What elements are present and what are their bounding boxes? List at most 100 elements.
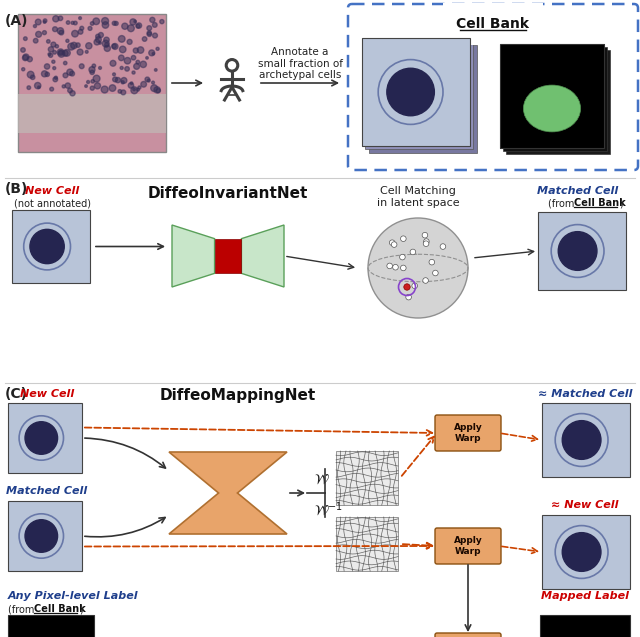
Circle shape bbox=[138, 47, 144, 54]
Circle shape bbox=[112, 44, 116, 48]
Circle shape bbox=[105, 43, 109, 47]
Circle shape bbox=[154, 69, 157, 71]
Circle shape bbox=[125, 67, 129, 71]
Circle shape bbox=[70, 90, 75, 96]
Text: Cell Bank: Cell Bank bbox=[456, 17, 529, 31]
Bar bbox=[542, 403, 630, 477]
Bar bbox=[12, 210, 90, 283]
Circle shape bbox=[45, 72, 49, 76]
Circle shape bbox=[133, 48, 138, 53]
Circle shape bbox=[35, 82, 41, 89]
Circle shape bbox=[62, 85, 65, 88]
Circle shape bbox=[59, 50, 63, 54]
Circle shape bbox=[440, 244, 445, 249]
Circle shape bbox=[147, 79, 150, 82]
Circle shape bbox=[389, 240, 395, 245]
Bar bbox=[18, 94, 166, 132]
Circle shape bbox=[70, 71, 74, 76]
Circle shape bbox=[134, 20, 136, 23]
Circle shape bbox=[80, 26, 84, 30]
Circle shape bbox=[57, 27, 63, 34]
Circle shape bbox=[85, 50, 88, 54]
Circle shape bbox=[132, 88, 136, 90]
Circle shape bbox=[387, 263, 392, 269]
Circle shape bbox=[422, 233, 428, 238]
Circle shape bbox=[79, 64, 84, 69]
Text: $\mathcal{W}^{-1}$: $\mathcal{W}^{-1}$ bbox=[314, 501, 343, 519]
Circle shape bbox=[70, 42, 77, 48]
Circle shape bbox=[93, 18, 100, 25]
Circle shape bbox=[423, 278, 428, 283]
Circle shape bbox=[22, 68, 25, 71]
Circle shape bbox=[71, 21, 74, 24]
Circle shape bbox=[112, 43, 118, 50]
Bar bbox=[503, 47, 607, 151]
Circle shape bbox=[48, 53, 51, 55]
Text: DiffeoInvariantNet: DiffeoInvariantNet bbox=[148, 186, 308, 201]
Circle shape bbox=[94, 39, 100, 45]
Circle shape bbox=[113, 73, 115, 76]
Text: (from: (from bbox=[8, 604, 38, 614]
Polygon shape bbox=[169, 452, 287, 534]
Text: DiffeoMappingNet: DiffeoMappingNet bbox=[160, 388, 316, 403]
Circle shape bbox=[25, 422, 58, 454]
Text: ): ) bbox=[79, 604, 83, 614]
Circle shape bbox=[429, 259, 435, 265]
Circle shape bbox=[101, 86, 108, 93]
Circle shape bbox=[77, 49, 83, 55]
Bar bbox=[540, 615, 630, 637]
Circle shape bbox=[51, 42, 56, 47]
Circle shape bbox=[67, 21, 70, 24]
Circle shape bbox=[52, 67, 56, 69]
Circle shape bbox=[63, 61, 67, 65]
Circle shape bbox=[58, 49, 64, 55]
Circle shape bbox=[147, 31, 152, 35]
Circle shape bbox=[134, 64, 140, 69]
Circle shape bbox=[150, 85, 157, 92]
Circle shape bbox=[130, 82, 132, 85]
Circle shape bbox=[54, 76, 58, 79]
Circle shape bbox=[33, 24, 36, 27]
Circle shape bbox=[25, 520, 58, 552]
Bar bbox=[538, 212, 626, 290]
Circle shape bbox=[52, 50, 56, 54]
Circle shape bbox=[138, 86, 141, 89]
Circle shape bbox=[93, 75, 100, 82]
Circle shape bbox=[44, 21, 46, 24]
Circle shape bbox=[136, 88, 140, 91]
Polygon shape bbox=[241, 225, 284, 287]
Circle shape bbox=[399, 254, 405, 260]
Circle shape bbox=[95, 37, 101, 43]
Circle shape bbox=[63, 50, 70, 56]
Circle shape bbox=[35, 19, 41, 25]
Bar bbox=[8, 615, 94, 637]
Circle shape bbox=[404, 284, 410, 290]
Circle shape bbox=[30, 229, 64, 264]
Circle shape bbox=[424, 239, 429, 245]
Circle shape bbox=[401, 265, 406, 271]
Circle shape bbox=[152, 22, 157, 27]
Circle shape bbox=[65, 83, 70, 89]
Circle shape bbox=[160, 20, 164, 24]
Circle shape bbox=[401, 236, 406, 241]
Circle shape bbox=[62, 50, 68, 56]
Circle shape bbox=[113, 77, 118, 82]
Circle shape bbox=[44, 64, 50, 69]
Bar bbox=[506, 50, 610, 154]
Circle shape bbox=[156, 89, 161, 93]
Circle shape bbox=[433, 270, 438, 276]
Circle shape bbox=[131, 55, 136, 60]
Circle shape bbox=[109, 85, 116, 91]
Bar bbox=[336, 451, 398, 505]
Circle shape bbox=[28, 71, 34, 78]
Circle shape bbox=[110, 61, 116, 66]
Circle shape bbox=[58, 16, 63, 20]
Bar bbox=[362, 38, 470, 146]
FancyBboxPatch shape bbox=[435, 633, 501, 637]
Text: New Cell: New Cell bbox=[20, 389, 74, 399]
Circle shape bbox=[90, 22, 94, 25]
Text: (A): (A) bbox=[5, 14, 29, 28]
Circle shape bbox=[42, 71, 47, 77]
Circle shape bbox=[50, 87, 54, 91]
Text: ): ) bbox=[619, 198, 623, 208]
